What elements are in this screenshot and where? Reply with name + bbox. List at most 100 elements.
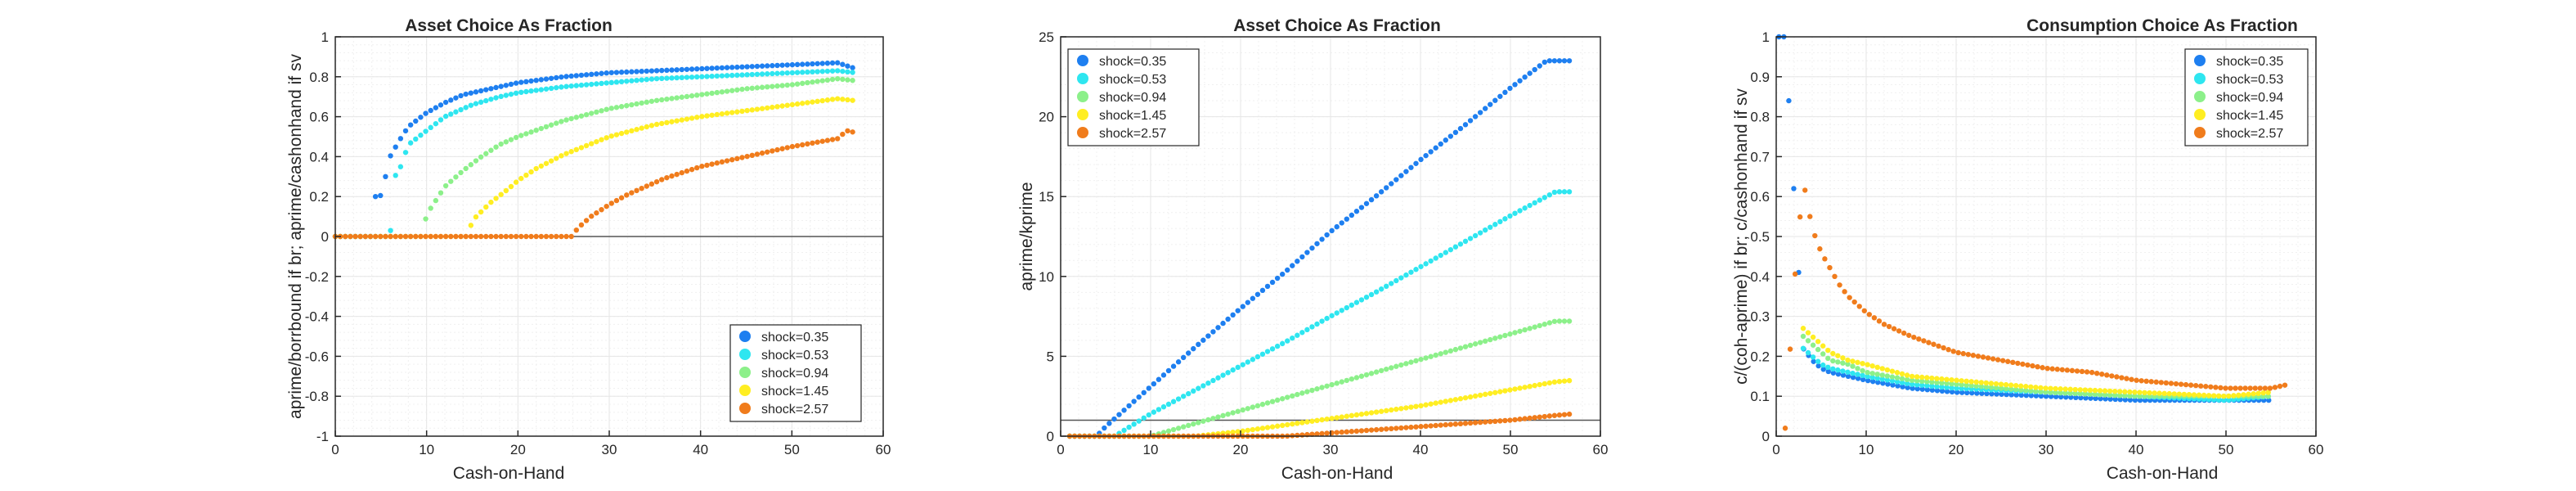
- data-point: [699, 92, 705, 97]
- data-point: [634, 69, 640, 74]
- data-point: [468, 223, 474, 228]
- data-point: [1980, 354, 1986, 360]
- data-point: [1220, 372, 1226, 378]
- data-point: [724, 73, 730, 79]
- data-point: [493, 95, 499, 101]
- data-point: [1165, 367, 1172, 374]
- data-point: [528, 169, 534, 175]
- data-point: [583, 218, 590, 223]
- data-point: [789, 70, 796, 76]
- data-point: [699, 164, 705, 169]
- data-point: [1295, 332, 1300, 338]
- series: [332, 128, 855, 240]
- data-point: [1250, 295, 1256, 301]
- data-point: [1842, 289, 1847, 295]
- data-point: [618, 104, 625, 110]
- data-point: [2242, 385, 2248, 391]
- data-point: [1319, 318, 1325, 324]
- data-point: [1497, 93, 1503, 99]
- data-point: [2028, 388, 2034, 394]
- data-point: [518, 233, 524, 240]
- data-point: [1477, 110, 1483, 115]
- data-point: [1200, 383, 1206, 389]
- data-point: [563, 151, 569, 156]
- data-point: [1855, 359, 1860, 366]
- data-point: [438, 190, 444, 196]
- data-point: [1497, 334, 1503, 340]
- data-point: [1517, 385, 1523, 391]
- data-point: [2178, 381, 2184, 387]
- data-point: [834, 136, 841, 142]
- data-point: [1180, 354, 1187, 361]
- data-point: [739, 72, 745, 78]
- data-point: [1329, 381, 1335, 388]
- data-point: [2104, 372, 2110, 378]
- data-point: [1319, 236, 1325, 242]
- data-point: [1319, 430, 1325, 437]
- data-point: [1800, 345, 1806, 351]
- data-point: [1200, 337, 1206, 343]
- data-point: [669, 119, 675, 124]
- data-point: [2044, 365, 2050, 372]
- data-point: [1542, 413, 1548, 420]
- data-point: [1974, 390, 1980, 396]
- data-point: [1447, 133, 1454, 139]
- data-point: [774, 83, 780, 89]
- data-point: [418, 115, 424, 120]
- data-point: [1165, 428, 1172, 434]
- y-tick-label: 10: [1039, 269, 1054, 285]
- data-point: [1428, 354, 1434, 359]
- data-point: [1344, 429, 1350, 435]
- data-point: [1457, 396, 1464, 402]
- data-point: [1919, 386, 1925, 392]
- data-point: [2049, 366, 2055, 372]
- data-point: [624, 79, 630, 84]
- data-point: [1349, 376, 1355, 382]
- data-point: [1344, 377, 1350, 384]
- y-tick-label: 1: [1762, 29, 1770, 45]
- data-point: [1537, 381, 1542, 388]
- data-point: [1175, 396, 1182, 402]
- data-point: [1472, 420, 1479, 426]
- data-point: [1314, 241, 1320, 246]
- data-point: [699, 114, 705, 119]
- data-point: [393, 173, 398, 178]
- data-point: [2005, 358, 2011, 364]
- data-point: [1532, 324, 1537, 330]
- data-point: [1537, 322, 1542, 329]
- data-point: [2132, 397, 2138, 403]
- data-point: [749, 152, 755, 159]
- data-point: [799, 61, 806, 67]
- y-tick-label: -0.4: [305, 309, 329, 325]
- data-point: [2112, 396, 2118, 403]
- data-point: [488, 147, 494, 153]
- data-point: [488, 86, 494, 92]
- data-point: [468, 233, 474, 240]
- data-point: [1319, 417, 1325, 423]
- data-point: [2134, 377, 2139, 383]
- data-point: [2048, 394, 2054, 399]
- data-point: [709, 65, 715, 71]
- data-point: [764, 63, 770, 69]
- data-point: [2221, 397, 2227, 403]
- data-point: [1910, 385, 1915, 391]
- data-point: [554, 120, 559, 126]
- data-point: [1561, 189, 1568, 195]
- data-point: [1934, 376, 1940, 381]
- data-point: [1215, 414, 1221, 420]
- data-point: [1121, 408, 1127, 413]
- data-point: [1121, 427, 1127, 434]
- data-point: [1433, 400, 1438, 406]
- data-point: [1398, 362, 1404, 368]
- series: [1782, 187, 2288, 431]
- y-tick-label: -0.6: [305, 349, 329, 364]
- data-point: [1393, 277, 1399, 284]
- data-point: [513, 233, 519, 240]
- data-point: [583, 82, 590, 88]
- data-point: [568, 115, 574, 122]
- data-point: [1502, 332, 1508, 339]
- data-point: [1492, 336, 1498, 341]
- data-point: [2247, 385, 2253, 391]
- data-point: [1522, 416, 1528, 421]
- data-point: [2218, 385, 2224, 391]
